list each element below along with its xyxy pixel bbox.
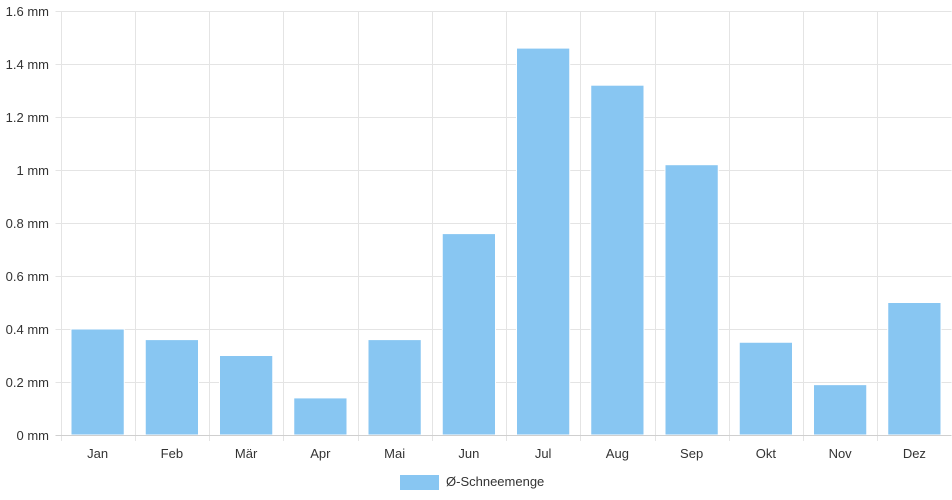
bar bbox=[664, 164, 719, 436]
y-tick-label: 1.4 mm bbox=[6, 57, 49, 72]
x-tick-label: Jul bbox=[535, 446, 552, 461]
y-tick-label: 1.6 mm bbox=[6, 4, 49, 19]
bar bbox=[441, 233, 496, 436]
bar bbox=[144, 339, 199, 436]
y-tick-label: 0 mm bbox=[17, 428, 50, 443]
y-tick-label: 0.6 mm bbox=[6, 269, 49, 284]
y-tick-label: 0.8 mm bbox=[6, 216, 49, 231]
bars bbox=[70, 47, 942, 436]
x-tick-label: Aug bbox=[606, 446, 629, 461]
x-tick-label: Dez bbox=[903, 446, 926, 461]
legend[interactable]: Ø-Schneemenge bbox=[400, 474, 544, 490]
x-tick-label: Nov bbox=[829, 446, 853, 461]
x-tick-label: Feb bbox=[161, 446, 183, 461]
y-tick-label: 0.2 mm bbox=[6, 375, 49, 390]
axes: 0 mm 0.2 mm 0.4 mm 0.6 mm 0.8 mm 1 mm 1.2 mm 1.… bbox=[6, 4, 952, 461]
bar bbox=[219, 355, 274, 436]
grid bbox=[55, 11, 952, 441]
x-tick-label: Jan bbox=[87, 446, 108, 461]
x-tick-label: Apr bbox=[310, 446, 331, 461]
y-tick-label: 0.4 mm bbox=[6, 322, 49, 337]
bar bbox=[70, 328, 125, 436]
bar bbox=[367, 339, 422, 436]
x-tick-label: Okt bbox=[756, 446, 777, 461]
bar bbox=[887, 302, 942, 436]
bar bbox=[293, 397, 348, 436]
x-tick-label: Mär bbox=[235, 446, 258, 461]
x-tick-label: Sep bbox=[680, 446, 703, 461]
y-tick-label: 1.2 mm bbox=[6, 110, 49, 125]
x-tick-label: Jun bbox=[458, 446, 479, 461]
legend-label[interactable]: Ø-Schneemenge bbox=[446, 474, 544, 489]
bar bbox=[813, 384, 868, 436]
bar bbox=[590, 84, 645, 436]
bar bbox=[738, 341, 793, 436]
y-tick-label: 1 mm bbox=[17, 163, 50, 178]
bar bbox=[516, 47, 571, 436]
x-tick-label: Mai bbox=[384, 446, 405, 461]
legend-swatch[interactable] bbox=[400, 475, 439, 490]
